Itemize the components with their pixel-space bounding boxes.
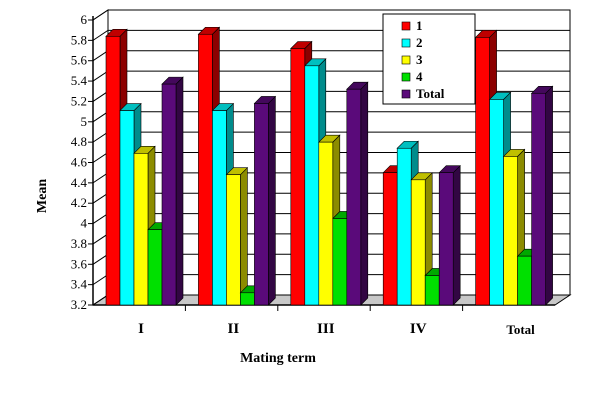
y-tick-label: 3.8 [71,236,87,251]
bar-total-iii [346,81,369,306]
legend-item: 2 [401,35,423,50]
y-tick-label: 3.2 [71,297,87,312]
bar-total-i [161,76,184,306]
legend: 1 2 3 4 Total [382,13,476,105]
legend-label: Total [416,86,445,101]
y-tick-label: 4.8 [71,134,87,149]
legend-label: 1 [416,18,423,33]
x-tick-label: II [228,321,240,337]
y-tick-label: 3.4 [71,277,88,292]
y-tick-label: 3.6 [71,256,88,271]
y-tick-label: 6 [81,12,88,27]
y-axis-title: Mean [35,179,50,213]
bar-total-ii [253,95,277,306]
bars [105,26,554,306]
tick-labels: 3.2 3.4 3.6 3.8 4 4.2 4.4 4.6 4.8 5 5.2 5.4 5.6 5.8 6 I… [71,12,535,337]
legend-item: 3 [401,52,423,67]
y-tick-label: 4.2 [71,195,87,210]
y-tick-label: 5 [81,114,88,129]
legend-item: Total [401,86,445,101]
x-axis-title: Mating term [240,351,316,366]
legend-swatch [401,55,411,65]
y-tick-label: 5.6 [71,53,88,68]
x-tick-label: I [138,321,144,337]
legend-label: 3 [416,52,423,67]
x-tick-label: Total [506,322,535,337]
y-tick-label: 5.2 [71,93,87,108]
y-tick-label: 4.4 [71,175,88,190]
legend-swatch [401,38,411,48]
gridline [92,9,570,21]
bar-3-ii [225,166,249,306]
y-tick-label: 4.6 [71,155,88,170]
legend-box [382,13,476,105]
legend-item: 1 [401,18,423,33]
x-tick-label: IV [410,321,427,337]
bar-total-iv [438,164,461,306]
y-tick-label: 4 [81,216,88,231]
bar-total-total [530,85,554,306]
y-tick-label: 5.8 [71,32,87,47]
legend-label: 4 [416,69,423,84]
legend-swatch [401,72,411,82]
legend-item: 4 [401,69,423,84]
legend-label: 2 [416,35,423,50]
legend-swatch [401,89,411,99]
legend-swatch [401,21,411,31]
y-tick-label: 5.4 [71,73,88,88]
x-tick-label: III [317,321,335,337]
